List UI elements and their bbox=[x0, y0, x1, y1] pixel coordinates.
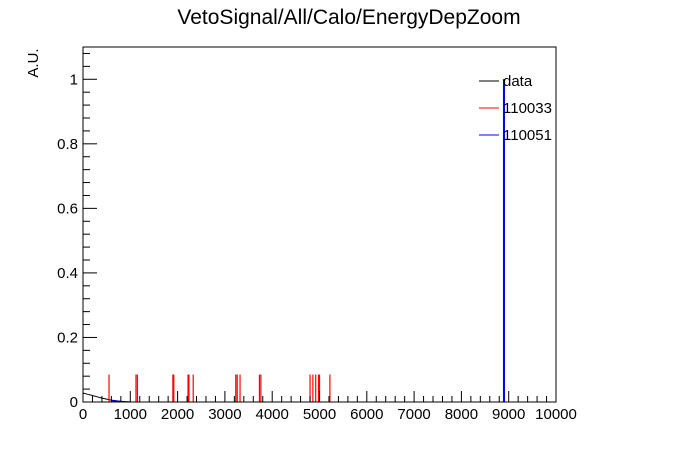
legend-label: 110033 bbox=[503, 100, 552, 117]
y-axis-label: A.U. bbox=[25, 48, 42, 77]
x-tick-label: 5000 bbox=[303, 406, 336, 423]
x-tick-label: 1000 bbox=[114, 406, 147, 423]
legend: data 110033 110051 bbox=[479, 73, 552, 144]
y-tick-label: 0.2 bbox=[57, 329, 78, 346]
series-110051 bbox=[111, 79, 505, 403]
axis-ticks bbox=[82, 52, 557, 403]
y-tick-label: 1 bbox=[70, 71, 78, 88]
plot-series bbox=[82, 79, 505, 403]
x-tick-label: 3000 bbox=[208, 406, 241, 423]
x-tick-label: 9000 bbox=[492, 406, 525, 423]
x-tick-label: 2000 bbox=[161, 406, 194, 423]
plot-frame bbox=[82, 46, 557, 403]
tick-labels: 0 1000 2000 3000 4000 5000 6000 7000 8000 9000 100… bbox=[57, 71, 577, 423]
x-tick-label: 7000 bbox=[397, 406, 430, 423]
x-tick-label: 8000 bbox=[445, 406, 478, 423]
x-tick-label: 6000 bbox=[350, 406, 383, 423]
legend-label: 110051 bbox=[503, 127, 552, 144]
series-line-data bbox=[82, 392, 131, 403]
x-tick-label: 10000 bbox=[535, 406, 577, 423]
y-tick-label: 0.6 bbox=[57, 200, 78, 217]
legend-label: data bbox=[503, 73, 533, 90]
series-110033 bbox=[108, 79, 505, 402]
x-tick-label: 4000 bbox=[256, 406, 289, 423]
chart-title: VetoSignal/All/Calo/EnergyDepZoom bbox=[177, 6, 520, 29]
series-data bbox=[82, 392, 131, 403]
y-tick-label: 0 bbox=[70, 394, 78, 411]
y-tick-label: 0.8 bbox=[57, 136, 78, 153]
x-tick-label: 0 bbox=[79, 406, 87, 423]
legend-entry-110033: 110033 bbox=[479, 100, 552, 117]
legend-entry-data: data bbox=[479, 73, 533, 90]
legend-entry-110051: 110051 bbox=[479, 127, 552, 144]
y-tick-label: 0.4 bbox=[57, 265, 78, 282]
